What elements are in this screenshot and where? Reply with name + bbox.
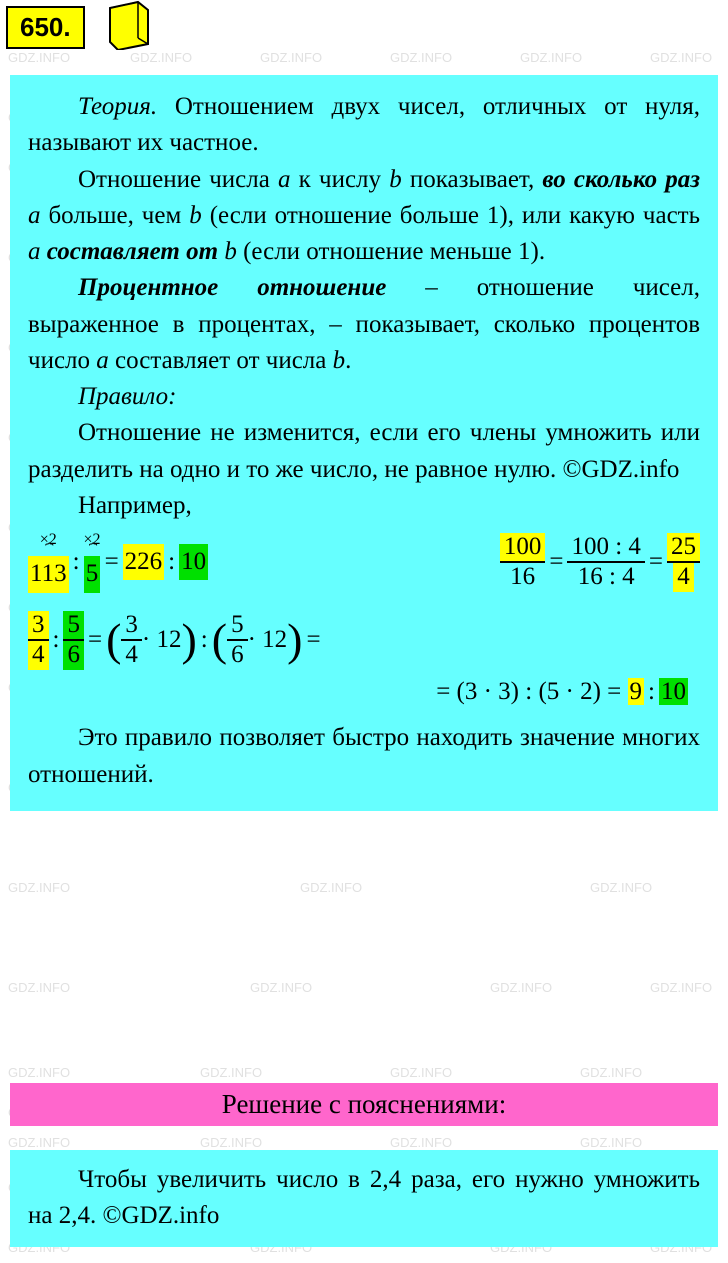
example-row-2a: 3 4 : 5 6 = ( 3 4 · 12 ) : ( 5 6 · 12 ) … bbox=[28, 611, 700, 671]
theory-block: Теория. Отношением двух чисел, от­личных… bbox=[10, 75, 718, 811]
rule-text: Отношение не изменится, если его члены у… bbox=[28, 415, 700, 488]
watermark-text: GDZ.INFO bbox=[580, 1135, 642, 1150]
watermark-text: GDZ.INFO bbox=[200, 1065, 262, 1080]
watermark-text: GDZ.INFO bbox=[8, 1135, 70, 1150]
watermark-text: GDZ.INFO bbox=[520, 50, 582, 65]
watermark-text: GDZ.INFO bbox=[390, 50, 452, 65]
watermark-text: GDZ.INFO bbox=[650, 980, 712, 995]
watermark-text: GDZ.INFO bbox=[590, 880, 652, 895]
watermark-text: GDZ.INFO bbox=[300, 880, 362, 895]
solution-block: Чтобы увеличить число в 2,4 раза, его ну… bbox=[10, 1150, 718, 1247]
theory-label: Теория. bbox=[78, 93, 157, 120]
example-row-1: ×2 ⏞ 113 : ×2 ⏞ 5 = 226 : 10 100 16 = 10… bbox=[28, 532, 700, 593]
example-label: Например, bbox=[28, 488, 700, 524]
solution-text: Чтобы увеличить число в 2,4 раза, его ну… bbox=[28, 1162, 700, 1235]
watermark-text: GDZ.INFO bbox=[580, 1065, 642, 1080]
watermark-text: GDZ.INFO bbox=[390, 1135, 452, 1150]
watermark-text: GDZ.INFO bbox=[200, 1135, 262, 1150]
solution-header: Решение с пояснениями: bbox=[10, 1083, 718, 1126]
example-row-2b: = (3 · 3) : (5 · 2) = 9:10 bbox=[28, 674, 700, 710]
watermark-text: GDZ.INFO bbox=[8, 1065, 70, 1080]
fraction-example-1: 100 16 = 100 : 4 16 : 4 = 25 4 bbox=[500, 533, 700, 593]
theory-p1: Теория. Отношением двух чисел, от­личных… bbox=[28, 89, 700, 162]
watermark-text: GDZ.INFO bbox=[650, 50, 712, 65]
rule-label: Правило: bbox=[28, 379, 700, 415]
watermark-text: GDZ.INFO bbox=[260, 50, 322, 65]
watermark-text: GDZ.INFO bbox=[490, 980, 552, 995]
problem-number-badge: 650. bbox=[6, 6, 85, 49]
watermark-text: GDZ.INFO bbox=[390, 1065, 452, 1080]
book-icon bbox=[108, 0, 150, 50]
watermark-text: GDZ.INFO bbox=[8, 980, 70, 995]
watermark-text: GDZ.INFO bbox=[8, 880, 70, 895]
watermark-text: GDZ.INFO bbox=[130, 50, 192, 65]
theory-conclusion: Это правило позволяет быстро нахо­дить з… bbox=[28, 720, 700, 793]
theory-p2: Отношение числа a к числу b показы­вает,… bbox=[28, 162, 700, 271]
theory-p3: Процентное отношение – отноше­ние чисел,… bbox=[28, 270, 700, 379]
watermark-text: GDZ.INFO bbox=[8, 50, 70, 65]
watermark-text: GDZ.INFO bbox=[250, 980, 312, 995]
ratio-example-1: ×2 ⏞ 113 : ×2 ⏞ 5 = 226 : 10 bbox=[28, 532, 208, 593]
